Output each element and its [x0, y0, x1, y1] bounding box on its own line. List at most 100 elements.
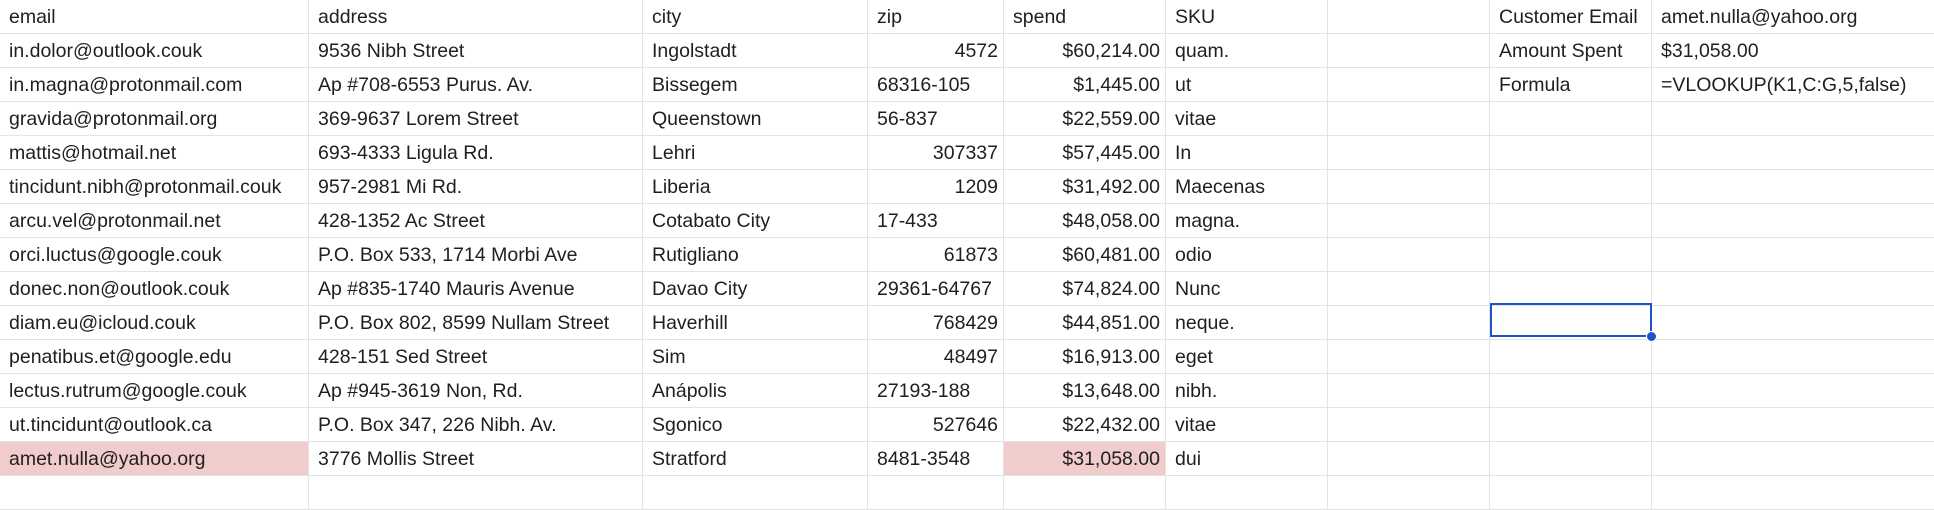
empty-cell[interactable]: [1490, 306, 1652, 340]
empty-cell[interactable]: [868, 476, 1004, 510]
lookup-label-cell[interactable]: Formula: [1490, 68, 1652, 102]
address-cell[interactable]: 9536 Nibh Street: [309, 34, 643, 68]
spend-cell[interactable]: $60,481.00: [1004, 238, 1166, 272]
spend-cell[interactable]: $22,432.00: [1004, 408, 1166, 442]
email-cell[interactable]: amet.nulla@yahoo.org: [0, 442, 309, 476]
city-cell[interactable]: Cotabato City: [643, 204, 868, 238]
address-cell[interactable]: P.O. Box 533, 1714 Morbi Ave: [309, 238, 643, 272]
city-cell[interactable]: Lehri: [643, 136, 868, 170]
spend-cell[interactable]: $1,445.00: [1004, 68, 1166, 102]
empty-cell[interactable]: [1652, 374, 1934, 408]
sku-cell[interactable]: ut: [1166, 68, 1328, 102]
spend-cell[interactable]: $13,648.00: [1004, 374, 1166, 408]
zip-cell[interactable]: 61873: [868, 238, 1004, 272]
city-cell[interactable]: Bissegem: [643, 68, 868, 102]
column-header-city[interactable]: city: [643, 0, 868, 34]
city-cell[interactable]: Queenstown: [643, 102, 868, 136]
city-cell[interactable]: Haverhill: [643, 306, 868, 340]
sku-cell[interactable]: quam.: [1166, 34, 1328, 68]
empty-cell[interactable]: [1328, 238, 1490, 272]
address-cell[interactable]: 3776 Mollis Street: [309, 442, 643, 476]
spend-cell[interactable]: $74,824.00: [1004, 272, 1166, 306]
spend-cell[interactable]: $60,214.00: [1004, 34, 1166, 68]
zip-cell[interactable]: 1209: [868, 170, 1004, 204]
empty-cell[interactable]: [1652, 476, 1934, 510]
empty-cell[interactable]: [1490, 476, 1652, 510]
address-cell[interactable]: 428-151 Sed Street: [309, 340, 643, 374]
sku-cell[interactable]: magna.: [1166, 204, 1328, 238]
email-cell[interactable]: tincidunt.nibh@protonmail.couk: [0, 170, 309, 204]
empty-cell[interactable]: [309, 476, 643, 510]
empty-cell[interactable]: [1490, 374, 1652, 408]
sku-cell[interactable]: Nunc: [1166, 272, 1328, 306]
zip-cell[interactable]: 768429: [868, 306, 1004, 340]
empty-cell[interactable]: [1166, 476, 1328, 510]
email-cell[interactable]: mattis@hotmail.net: [0, 136, 309, 170]
sku-cell[interactable]: nibh.: [1166, 374, 1328, 408]
empty-cell[interactable]: [1328, 136, 1490, 170]
empty-cell[interactable]: [1490, 340, 1652, 374]
lookup-label-cell[interactable]: Customer Email: [1490, 0, 1652, 34]
address-cell[interactable]: Ap #945-3619 Non, Rd.: [309, 374, 643, 408]
spend-cell[interactable]: $31,492.00: [1004, 170, 1166, 204]
sku-cell[interactable]: In: [1166, 136, 1328, 170]
empty-cell[interactable]: [1490, 136, 1652, 170]
empty-cell[interactable]: [643, 476, 868, 510]
city-cell[interactable]: Sgonico: [643, 408, 868, 442]
email-cell[interactable]: in.dolor@outlook.couk: [0, 34, 309, 68]
empty-cell[interactable]: [1490, 272, 1652, 306]
empty-cell[interactable]: [1328, 102, 1490, 136]
lookup-value-cell[interactable]: amet.nulla@yahoo.org: [1652, 0, 1934, 34]
sku-cell[interactable]: dui: [1166, 442, 1328, 476]
city-cell[interactable]: Davao City: [643, 272, 868, 306]
email-cell[interactable]: orci.luctus@google.couk: [0, 238, 309, 272]
city-cell[interactable]: Sim: [643, 340, 868, 374]
address-cell[interactable]: P.O. Box 802, 8599 Nullam Street: [309, 306, 643, 340]
zip-cell[interactable]: 27193-188: [868, 374, 1004, 408]
empty-cell[interactable]: [1652, 306, 1934, 340]
column-header-spend[interactable]: spend: [1004, 0, 1166, 34]
sku-cell[interactable]: eget: [1166, 340, 1328, 374]
fill-handle[interactable]: [1646, 331, 1657, 342]
empty-cell[interactable]: [1328, 408, 1490, 442]
zip-cell[interactable]: 29361-64767: [868, 272, 1004, 306]
empty-cell[interactable]: [1652, 408, 1934, 442]
empty-cell[interactable]: [1328, 272, 1490, 306]
email-cell[interactable]: arcu.vel@protonmail.net: [0, 204, 309, 238]
empty-cell[interactable]: [1490, 204, 1652, 238]
empty-cell[interactable]: [1490, 102, 1652, 136]
empty-cell[interactable]: [1328, 374, 1490, 408]
zip-cell[interactable]: 527646: [868, 408, 1004, 442]
empty-cell[interactable]: [1490, 408, 1652, 442]
email-cell[interactable]: penatibus.et@google.edu: [0, 340, 309, 374]
empty-cell[interactable]: [0, 476, 309, 510]
spend-cell[interactable]: $22,559.00: [1004, 102, 1166, 136]
email-cell[interactable]: gravida@protonmail.org: [0, 102, 309, 136]
empty-cell[interactable]: [1652, 204, 1934, 238]
zip-cell[interactable]: 307337: [868, 136, 1004, 170]
sku-cell[interactable]: Maecenas: [1166, 170, 1328, 204]
city-cell[interactable]: Rutigliano: [643, 238, 868, 272]
address-cell[interactable]: 369-9637 Lorem Street: [309, 102, 643, 136]
city-cell[interactable]: Liberia: [643, 170, 868, 204]
empty-cell[interactable]: [1328, 476, 1490, 510]
empty-cell[interactable]: [1652, 136, 1934, 170]
spend-cell[interactable]: $31,058.00: [1004, 442, 1166, 476]
empty-cell[interactable]: [1004, 476, 1166, 510]
zip-cell[interactable]: 48497: [868, 340, 1004, 374]
lookup-value-cell[interactable]: $31,058.00: [1652, 34, 1934, 68]
column-header-sku[interactable]: SKU: [1166, 0, 1328, 34]
city-cell[interactable]: Anápolis: [643, 374, 868, 408]
address-cell[interactable]: Ap #835-1740 Mauris Avenue: [309, 272, 643, 306]
city-cell[interactable]: Ingolstadt: [643, 34, 868, 68]
zip-cell[interactable]: 56-837: [868, 102, 1004, 136]
zip-cell[interactable]: 17-433: [868, 204, 1004, 238]
empty-cell[interactable]: [1652, 238, 1934, 272]
empty-cell[interactable]: [1490, 442, 1652, 476]
zip-cell[interactable]: 68316-105: [868, 68, 1004, 102]
empty-cell[interactable]: [1328, 204, 1490, 238]
city-cell[interactable]: Stratford: [643, 442, 868, 476]
spend-cell[interactable]: $16,913.00: [1004, 340, 1166, 374]
column-header-zip[interactable]: zip: [868, 0, 1004, 34]
empty-cell[interactable]: [1328, 0, 1490, 34]
